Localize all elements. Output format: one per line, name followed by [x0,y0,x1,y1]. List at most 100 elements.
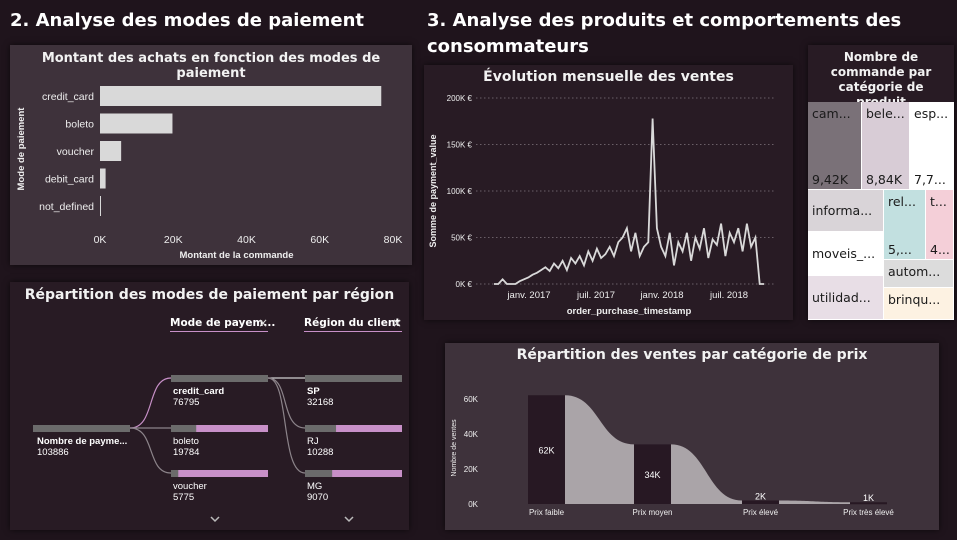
payment-amount-chart-panel[interactable]: Montant des achats en fonction des modes… [10,45,412,265]
treemap-cell-label: t... [930,194,947,209]
price-data-label: 34K [644,470,660,480]
monthly-y-tick: 0K € [456,280,473,289]
region-filter-label: Région du client [304,317,401,329]
tree-level2-bar-track [305,470,402,477]
treemap-cell[interactable]: informa... [808,190,884,232]
monthly-sales-chart-panel[interactable]: Évolution mensuelle des ventes 0K € 50K €… [424,65,793,320]
payment-mode-filter[interactable]: Mode de payem... × [170,316,275,332]
payment-category-label: not_defined [39,201,94,213]
monthly-chart-title: Évolution mensuelle des ventes [483,69,734,85]
price-y-tick: 0K [468,500,478,509]
payment-x-tick: 80K [384,234,403,246]
treemap-cell-label: brinqu... [888,292,941,307]
decomposition-tree[interactable]: Nombre de payme...103886 credit_card76795… [10,282,409,530]
price-x-tick: Prix très élevé [843,508,894,517]
payment-x-tick: 0K [94,234,107,246]
treemap-cell[interactable]: esp... 7,7... [910,102,954,190]
price-ribbon [671,444,742,504]
treemap-cell-label: utilidad... [812,290,871,305]
tree-level2-bar-track [305,425,402,432]
tree-connector [129,377,172,429]
tree-level1-bar-fill [171,375,268,382]
treemap-cell[interactable]: cam... 9,42K [808,102,862,190]
price-y-tick: 60K [464,395,479,404]
price-bar [742,500,779,504]
tree-level1-bar-track [171,470,268,477]
treemap-cell[interactable]: autom... [884,260,954,288]
chevron-down-icon [344,516,354,523]
payment-category-label: voucher [57,146,95,158]
monthly-y-tick: 150K € [447,141,473,150]
section-2-title: 2. Analyse des modes de paiement [10,10,365,31]
monthly-x-tick: janv. 2018 [639,290,683,301]
region-filter[interactable]: Région du client × [304,316,402,332]
monthly-sales-line [494,118,764,285]
tree-connector [267,377,306,429]
payment-bar [100,168,106,189]
price-bar [850,502,887,505]
price-x-tick: Prix moyen [632,508,672,517]
tree-level2-label: MG [307,481,322,492]
price-data-label: 1K [863,493,874,503]
price-y-tick: 20K [464,465,479,474]
decomposition-tree-panel[interactable]: Répartition des modes de paiement par ré… [10,282,409,530]
payment-bar [100,141,122,161]
treemap-cell[interactable]: utilidad... [808,276,884,320]
price-data-label: 2K [755,491,766,501]
payment-x-tick: 20K [164,234,183,246]
tree-level2-bar-fill [305,375,402,382]
price-x-tick: Prix élevé [743,508,779,517]
treemap-cell-label: esp... [914,106,949,121]
region-filter-close-icon[interactable]: × [391,316,402,330]
treemap-cell-label: bele... [866,106,905,121]
tree-level1-label: credit_card [173,386,224,397]
tree-connector [129,427,172,474]
tree-connector [267,377,306,474]
payment-x-tick: 40K [237,234,256,246]
payment-bar [100,86,382,106]
tree-level1-label: boleto [173,436,199,447]
price-ribbon [565,395,634,504]
treemap-cell-value: 5,... [888,242,912,257]
treemap-cell[interactable]: moveis_... [808,232,884,276]
treemap-cell[interactable]: t... 4... [926,190,954,260]
treemap-title: Nombre de commande par catégorie de prod… [830,50,932,109]
price-ribbon-chart[interactable]: 0K 20K 40K 60K Nombre de ventes 62K Prix faibl… [445,343,939,530]
tree-root-bar [33,425,130,432]
tree-level2-bar-fill [305,470,333,477]
treemap-cell[interactable]: brinqu... [884,288,954,320]
payment-category-label: credit_card [42,91,94,103]
treemap-title-bar: Nombre de commande par catégorie de prod… [808,45,954,109]
payment-category-label: boleto [65,119,94,131]
section-3-title-line2: consommateurs [427,36,589,57]
payment-x-tick: 60K [310,234,329,246]
tree-level2-value: 32168 [307,397,333,408]
monthly-y-tick: 100K € [447,187,473,196]
treemap-cell-label: cam... [812,106,851,121]
category-treemap-panel[interactable]: Nombre de commande par catégorie de prod… [808,45,954,320]
treemap-cell-label: autom... [888,264,941,279]
tree-level2-bar-fill [305,425,337,432]
treemap[interactable]: cam... 9,42K bele... 8,84K esp... 7,7... infor… [808,102,954,320]
price-data-label: 62K [538,446,554,456]
monthly-y-tick: 50K € [451,234,472,243]
price-chart-title: Répartition des ventes par catégorie de … [516,347,868,363]
treemap-cell-label: moveis_... [812,246,876,261]
price-category-chart-panel[interactable]: Répartition des ventes par catégorie de … [445,343,939,530]
treemap-cell-value: 9,42K [812,172,849,187]
treemap-cell[interactable]: bele... 8,84K [862,102,910,190]
treemap-cell-value: 7,7... [914,172,946,187]
treemap-cell[interactable]: rel... 5,... [884,190,926,260]
payment-x-axis-label: Montant de la commande [179,250,293,261]
tree-level2-value: 9070 [307,492,328,503]
payment-mode-filter-close-icon[interactable]: × [257,316,268,330]
monthly-y-axis-label: Somme de payment_value [428,134,438,247]
tree-level2-label: RJ [307,436,319,447]
treemap-cell-label: rel... [888,194,916,209]
treemap-cell-label: informa... [812,203,873,218]
tree-level1-label: voucher [173,481,207,492]
monthly-x-tick: juil. 2017 [576,290,615,301]
monthly-sales-line-chart[interactable]: 0K € 50K € 100K € 150K € 200K € janv. 2017 jui… [424,65,793,320]
payment-y-axis-label: Mode de paiement [16,107,27,191]
